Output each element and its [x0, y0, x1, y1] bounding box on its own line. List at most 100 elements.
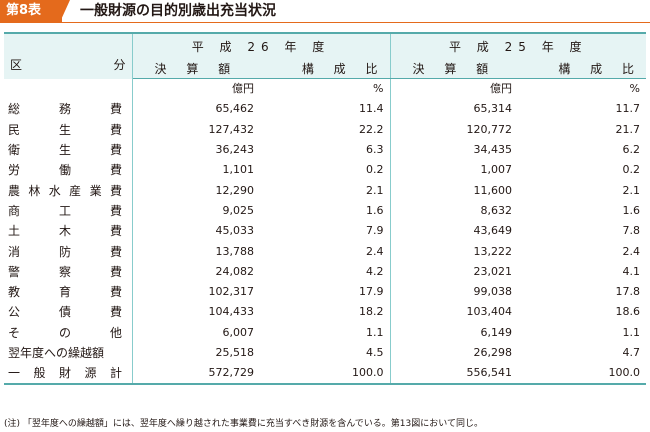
- row-label-char: 総: [8, 102, 21, 117]
- cell-ratio-26: 0.2: [366, 163, 384, 177]
- year-header-25: 平 成 25 年 度: [389, 32, 646, 58]
- cell-amount-26: 45,033: [215, 224, 255, 238]
- kubun-right: 分: [113, 58, 126, 72]
- row-label-char: 工: [58, 203, 71, 218]
- cell-amount-25: 120,772: [389, 119, 518, 140]
- unit-ratio-26: %: [373, 82, 384, 96]
- table-row: 農林水産業費 12,290 2.1 11,600 2.1: [4, 180, 646, 201]
- expenditure-table: 区 分 平 成 26 年 度 平 成 25 年 度 決 算 額 構 成 比 決 …: [4, 32, 646, 386]
- cell-amount-26: 12,290: [215, 183, 255, 197]
- row-label-char: 労: [8, 163, 21, 178]
- footnote: (注) 「翌年度への繰越額」には、翌年度へ繰り越された事業費に充当すべき財源を含…: [4, 419, 483, 429]
- col-ratio-26: 構 成 比: [260, 58, 390, 79]
- row-label-char: 計: [109, 366, 122, 381]
- cell-ratio-26: 2.1: [366, 183, 384, 197]
- row-label-char: 費: [109, 305, 122, 320]
- row-label-char: 民: [8, 122, 21, 137]
- row-label-char: 債: [58, 305, 71, 320]
- row-label: 農林水産業費: [4, 180, 133, 201]
- cell-amount-25: 23,021: [389, 261, 518, 282]
- row-label-char: 務: [58, 102, 71, 117]
- year-header-26: 平 成 26 年 度: [132, 32, 390, 58]
- row-label-char: 消: [8, 244, 21, 259]
- table-header: 第8表 一般財源の目的別歳出充当状況: [0, 0, 650, 28]
- cell-amount-25: 1,007: [389, 160, 518, 181]
- cell-ratio-26: 17.9: [359, 285, 384, 299]
- row-label: 公債費: [4, 302, 133, 323]
- cell-ratio-26: 6.3: [366, 143, 384, 157]
- badge-tail: [60, 0, 70, 22]
- row-label-char: 財: [58, 366, 71, 381]
- table-row: 土 木 費 45,033 7.9 43,649 7.8: [4, 221, 646, 242]
- row-label-char: 費: [109, 102, 122, 117]
- cell-amount-26: 572,729: [132, 363, 260, 386]
- cell-ratio-25: 2.4: [622, 244, 641, 258]
- table-row: そ の 他 6,007 1.1 6,149 1.1: [4, 322, 646, 343]
- row-label: 総務費: [4, 99, 133, 120]
- cell-amount-25: 556,541: [389, 363, 518, 386]
- cell-amount-25: 99,038: [389, 281, 518, 303]
- cell-ratio-26: 4.5: [366, 346, 384, 359]
- unit-amount-25: 億円: [389, 78, 518, 100]
- table-row: 衛 生 費 36,243 6.3 34,435 6.2: [4, 139, 646, 161]
- cell-amount-26: 102,317: [208, 285, 255, 299]
- cell-ratio-25: 4.7: [622, 346, 641, 359]
- cell-amount-26: 25,518: [215, 346, 255, 359]
- cell-ratio-26: 1.1: [366, 325, 384, 339]
- row-label: 一般財源計: [4, 363, 133, 386]
- cell-amount-25: 65,314: [389, 99, 518, 120]
- row-label-char: 防: [58, 244, 71, 259]
- cell-ratio-26: 11.4: [359, 102, 384, 116]
- row-label-char: 水: [48, 183, 61, 198]
- cell-ratio-26: 7.9: [366, 224, 384, 238]
- row-label-char: 費: [109, 163, 122, 178]
- row-label-char: 費: [109, 224, 122, 239]
- row-label-char: 翌年度への繰越額: [8, 346, 105, 360]
- row-label-char: 木: [58, 224, 71, 239]
- row-label-char: 教: [8, 285, 21, 300]
- cell-ratio-26: 18.2: [359, 305, 384, 319]
- row-label-char: 源: [84, 366, 97, 381]
- cell-amount-26: 127,432: [208, 122, 255, 136]
- row-label: 衛生費: [4, 139, 133, 161]
- cell-ratio-26: 1.6: [366, 203, 384, 217]
- row-label: 警察費: [4, 261, 133, 282]
- row-label-char: そ: [8, 325, 21, 340]
- row-label-char: 生: [58, 143, 71, 158]
- row-label: 労働費: [4, 160, 133, 181]
- cell-amount-26: 13,788: [215, 244, 255, 258]
- row-label: 民生費: [4, 119, 133, 140]
- table-row: 警 察 費 24,082 4.2 23,021 4.1: [4, 261, 646, 282]
- cell-amount-25: 8,632: [389, 200, 518, 222]
- table-row: 商 工 費 9,025 1.6 8,632 1.6: [4, 200, 646, 222]
- row-label-char: 費: [109, 183, 122, 198]
- unit-row-label: [4, 78, 133, 100]
- table-row: 消 防 費 13,788 2.4 13,222 2.4: [4, 241, 646, 262]
- row-label-char: 費: [109, 285, 122, 300]
- table-row: 労 働 費 1,101 0.2 1,007 0.2: [4, 160, 646, 181]
- row-label: 教育費: [4, 281, 133, 303]
- cell-ratio-25: 1.1: [622, 325, 641, 339]
- unit-ratio-25: %: [629, 82, 640, 96]
- header-rule: [0, 0, 650, 23]
- row-label: 消防費: [4, 241, 133, 262]
- row-label-char: 費: [109, 244, 122, 259]
- row-label: その他: [4, 322, 133, 343]
- cell-ratio-25: 4.1: [622, 264, 641, 278]
- table-row: 民 生 費 127,432 22.2 120,772 21.7: [4, 119, 646, 140]
- cell-ratio-25: 18.6: [615, 305, 641, 319]
- cell-amount-25: 26,298: [389, 342, 518, 364]
- table-row: 教 育 費 102,317 17.9 99,038 17.8: [4, 281, 646, 303]
- cell-amount-25: 6,149: [389, 322, 518, 343]
- cell-amount-26: 1,101: [222, 163, 255, 177]
- table-title: 一般財源の目的別歳出充当状況: [80, 3, 276, 19]
- row-label-char: の: [58, 325, 71, 340]
- cell-amount-25: 11,600: [389, 180, 518, 201]
- col-amount-26: 決 算 額: [132, 58, 260, 79]
- col-amount-25: 決 算 額: [389, 58, 518, 79]
- row-label-char: 生: [58, 122, 71, 137]
- row-label-char: 農: [8, 183, 21, 198]
- table-row: 翌年度への繰越額 25,518 4.5 26,298 4.7: [4, 342, 646, 364]
- row-label-char: 土: [8, 224, 21, 239]
- cell-ratio-25: 6.2: [622, 143, 641, 157]
